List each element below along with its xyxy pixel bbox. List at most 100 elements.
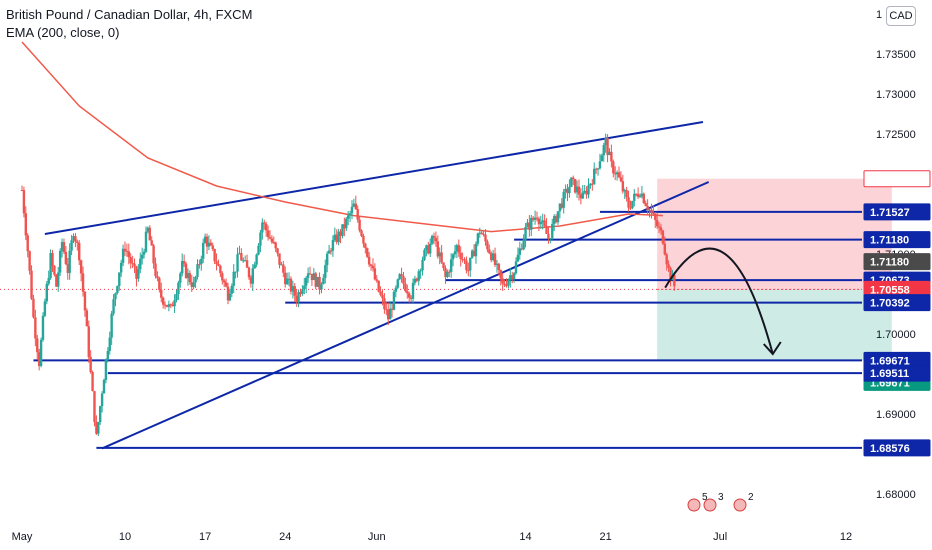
candle-body-123: [255, 254, 258, 265]
candle-body-193: [388, 308, 392, 320]
candle-body-299: [591, 183, 594, 185]
candle-body-73: [160, 289, 163, 298]
indicator-label: EMA (200, close, 0): [6, 25, 120, 40]
candle-body-53: [121, 248, 125, 263]
candle-body-320: [631, 200, 634, 209]
candle-body-97: [205, 236, 209, 247]
candle-body-161: [327, 250, 331, 254]
candle-body-129: [266, 230, 270, 238]
candle-body-167: [339, 231, 342, 236]
candle-body-160: [325, 253, 329, 266]
candle-body-136: [280, 264, 283, 266]
candle-body-0: [20, 190, 24, 191]
candle-body-177: [358, 219, 361, 231]
candle-body-279: [552, 216, 556, 224]
candle-body-115: [240, 253, 243, 261]
price-tag-label: 1.70392: [870, 298, 910, 310]
candle-body-96: [203, 236, 207, 243]
price-tag-1: [863, 203, 931, 221]
candle-body-216: [432, 235, 436, 238]
price-tag-label: 1.71180: [870, 235, 909, 247]
candle-body-42: [100, 393, 104, 407]
symbol-title: British Pound / Canadian Dollar, 4h, FXC…: [6, 7, 253, 22]
candle-body-256: [509, 275, 512, 280]
y-tick-label: 1: [876, 9, 882, 21]
candle-body-217: [434, 237, 438, 242]
candle-body-99: [209, 242, 213, 246]
candle-body-243: [484, 234, 487, 242]
candle-body-140: [287, 278, 291, 280]
candle-body-240: [478, 232, 481, 234]
candle-body-203: [408, 293, 411, 298]
candle-body-265: [526, 222, 529, 227]
candle-body-198: [398, 274, 401, 280]
candle-body-309: [610, 151, 613, 162]
candle-body-27: [72, 236, 75, 241]
candle-body-252: [501, 278, 504, 284]
candle-body-305: [602, 145, 605, 156]
candle-body-47: [110, 313, 113, 338]
candle-body-211: [423, 249, 426, 260]
candle-body-88: [188, 273, 192, 283]
candle-body-85: [182, 261, 186, 264]
candle-body-209: [419, 270, 422, 272]
candle-body-329: [648, 209, 651, 211]
candle-body-151: [308, 273, 312, 275]
stop-zone: [657, 178, 892, 290]
candle-body-57: [129, 257, 132, 264]
candle-body-23: [64, 251, 68, 265]
candle-body-269: [533, 217, 537, 220]
candle-body-21: [60, 242, 64, 251]
candle-body-142: [291, 286, 295, 292]
candle-body-121: [251, 268, 254, 284]
candle-body-103: [217, 263, 220, 266]
candle-body-82: [177, 282, 180, 295]
candle-body-54: [123, 248, 127, 251]
candle-body-1: [22, 190, 26, 214]
candle-body-17: [53, 266, 56, 275]
candle-body-126: [261, 222, 264, 233]
candle-body-2: [24, 213, 28, 236]
price-tag-2: [863, 231, 931, 249]
candle-body-127: [263, 222, 266, 224]
candle-body-138: [284, 272, 287, 285]
candle-body-275: [545, 226, 548, 234]
candle-body-77: [167, 304, 171, 307]
candle-body-5: [30, 270, 33, 299]
candle-body-43: [102, 379, 106, 394]
candle-body-51: [118, 272, 121, 287]
candle-body-11: [41, 315, 45, 340]
candle-body-93: [198, 264, 201, 266]
candle-body-178: [360, 230, 363, 236]
candle-body-277: [549, 238, 552, 240]
candle-body-147: [301, 289, 304, 294]
candle-body-37: [91, 371, 94, 392]
event-count: 5: [702, 492, 708, 503]
candle-body-163: [331, 240, 335, 251]
candle-body-205: [411, 282, 415, 299]
candle-body-132: [272, 242, 275, 244]
candle-body-247: [491, 253, 495, 261]
candle-body-310: [612, 161, 615, 174]
event-flag-icon: [703, 498, 717, 512]
candle-body-134: [276, 248, 279, 254]
candle-body-202: [406, 291, 409, 294]
candle-body-218: [436, 241, 440, 257]
candle-body-270: [535, 217, 539, 219]
candle-body-174: [352, 203, 356, 207]
currency-badge[interactable]: CAD: [886, 6, 916, 26]
candle-body-112: [234, 271, 237, 273]
candle-body-95: [202, 242, 205, 259]
candle-body-104: [219, 265, 222, 274]
candle-body-148: [303, 285, 306, 290]
candle-body-78: [169, 304, 172, 306]
candle-body-236: [470, 250, 474, 258]
candle-body-322: [634, 193, 638, 195]
y-tick-label: 1.70000: [876, 329, 916, 341]
candle-body-319: [629, 207, 632, 209]
candle-body-158: [322, 277, 325, 285]
candle-body-10: [39, 339, 43, 366]
target-zone: [657, 289, 892, 361]
candle-body-170: [345, 218, 348, 229]
